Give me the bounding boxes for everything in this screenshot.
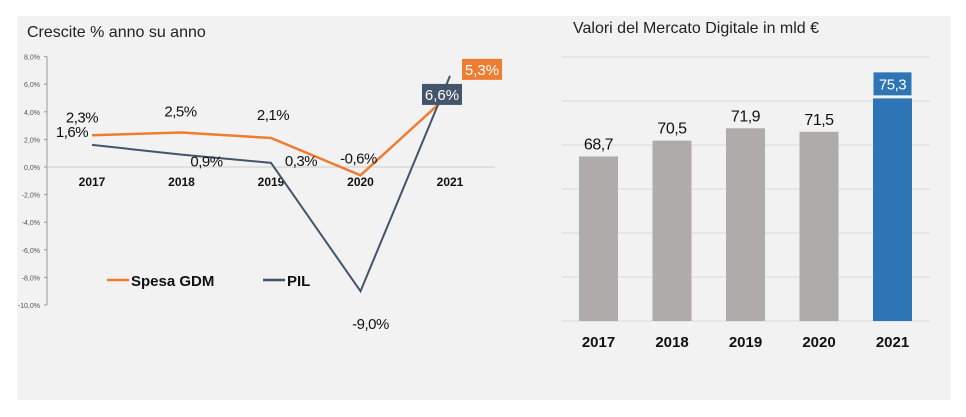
x-tick-label: 2017 xyxy=(79,175,106,189)
bar-2021 xyxy=(873,98,912,321)
data-label: 0,3% xyxy=(285,153,317,170)
y-tick-label: -8,0% xyxy=(22,275,40,282)
x-tick-label: 2018 xyxy=(655,334,688,351)
data-label: -9,0% xyxy=(352,316,389,333)
series-line-spesa-gdm xyxy=(91,92,451,177)
x-tick-label: 2020 xyxy=(347,175,374,189)
x-tick-label: 2020 xyxy=(802,334,835,351)
data-label: 70,5 xyxy=(657,121,687,138)
chart-panel: Crescite % anno su anno Valori del Merca… xyxy=(17,16,951,400)
data-label: 71,5 xyxy=(804,112,834,129)
x-tick-label: 2018 xyxy=(168,175,195,189)
legend-label: PIL xyxy=(287,273,310,290)
y-tick-label: 2,0% xyxy=(24,137,40,144)
data-label-box xyxy=(873,72,912,96)
bar-chart-title: Valori del Mercato Digitale in mld € xyxy=(573,20,819,37)
y-tick-label: 6,0% xyxy=(24,82,40,89)
bar-2017 xyxy=(579,156,618,321)
line-chart-title: Crescite % anno su anno xyxy=(27,24,206,41)
data-label: -0,6% xyxy=(340,150,377,167)
charts-svg: Crescite % anno su anno Valori del Merca… xyxy=(18,20,930,351)
legend-label: Spesa GDM xyxy=(131,273,214,290)
data-label: 2,3% xyxy=(66,109,98,126)
data-label: 0,9% xyxy=(190,154,222,171)
y-tick-label: 4,0% xyxy=(24,110,40,117)
x-tick-label: 2019 xyxy=(258,175,285,189)
data-label: 2,1% xyxy=(257,107,289,124)
x-tick-label: 2017 xyxy=(582,334,615,351)
bar-2019 xyxy=(726,128,765,321)
data-label-box xyxy=(462,58,502,80)
y-tick-label: 0,0% xyxy=(24,165,40,172)
x-tick-label: 2021 xyxy=(437,175,464,189)
x-tick-label: 2021 xyxy=(876,334,909,351)
bar-2018 xyxy=(652,140,692,321)
y-tick-label: 8,0% xyxy=(24,55,40,62)
data-label: 71,9 xyxy=(731,108,761,125)
data-label-box xyxy=(422,83,462,105)
data-label: 1,6% xyxy=(56,124,88,141)
series-line-pil xyxy=(91,75,451,294)
y-tick-label: -2,0% xyxy=(22,193,40,200)
bar-2020 xyxy=(799,131,839,321)
y-tick-label: -6,0% xyxy=(22,248,40,255)
data-label: 2,5% xyxy=(164,104,196,121)
data-label: 68,7 xyxy=(584,136,614,153)
data-label: 5,3% xyxy=(465,62,499,79)
y-tick-label: -10,0% xyxy=(18,303,40,310)
data-label: 6,6% xyxy=(425,87,459,104)
y-tick-label: -4,0% xyxy=(22,220,40,227)
data-label: 75,3 xyxy=(879,76,906,93)
x-tick-label: 2019 xyxy=(729,334,762,351)
